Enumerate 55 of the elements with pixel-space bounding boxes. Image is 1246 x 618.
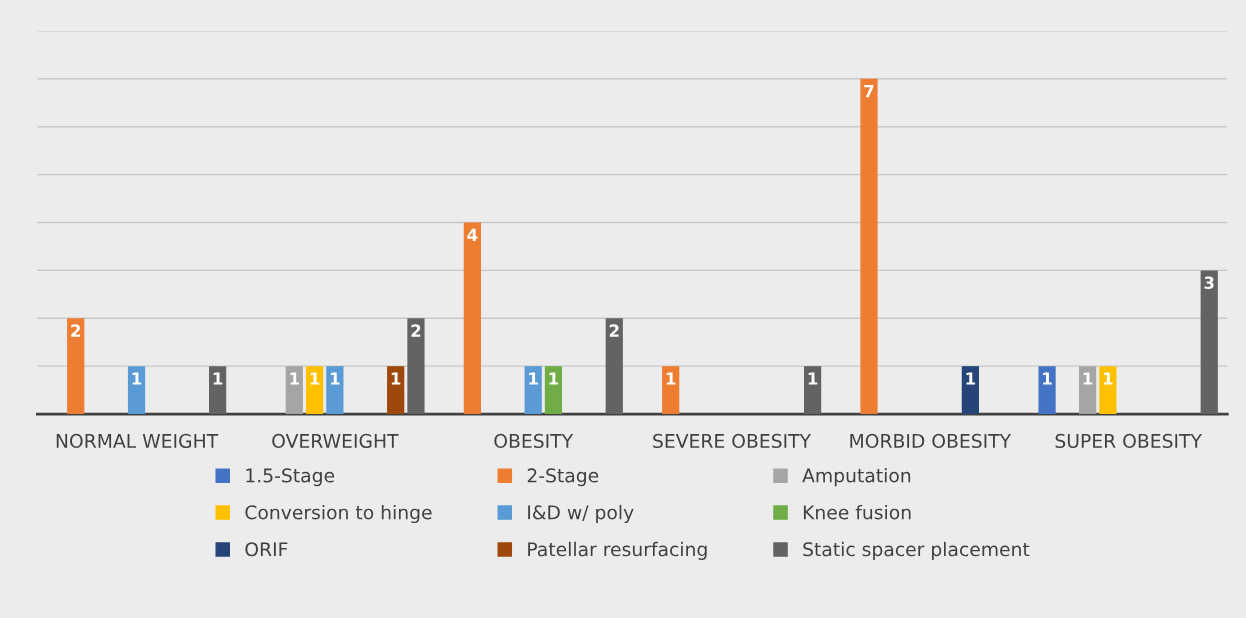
data-label: 1 <box>290 372 299 385</box>
bar <box>803 366 822 415</box>
data-label: 1 <box>213 372 223 385</box>
x-tick-label: SUPER OBESITY <box>1055 433 1202 449</box>
x-tick-label: SEVERE OBESITY <box>653 433 812 449</box>
data-label: 1 <box>808 372 818 385</box>
bar <box>1200 270 1218 415</box>
bar <box>544 366 563 415</box>
bar <box>1038 366 1056 415</box>
data-label: 1 <box>1103 372 1113 385</box>
bar <box>463 222 481 415</box>
bar <box>285 366 303 415</box>
bar <box>1099 366 1117 415</box>
x-tick-label: OVERWEIGHT <box>272 433 399 449</box>
x-tick-label: OBESITY <box>494 433 574 449</box>
bar <box>326 366 344 415</box>
legend-label: Amputation <box>802 468 911 487</box>
data-label: 1 <box>549 372 559 385</box>
x-tick-label: MORBID OBESITY <box>850 433 1012 449</box>
bar <box>662 366 680 415</box>
data-label: 7 <box>864 85 874 98</box>
bar <box>1078 366 1097 415</box>
data-label: 2 <box>411 324 421 337</box>
bar <box>407 318 425 415</box>
bar <box>305 366 324 415</box>
legend-label: 2-Stage <box>527 468 599 487</box>
legend-label: Knee fusion <box>803 504 911 520</box>
bar <box>127 366 146 415</box>
data-label: 2 <box>609 324 619 337</box>
data-label: 3 <box>1204 276 1214 290</box>
bar <box>67 318 85 415</box>
data-label: 1 <box>666 372 676 385</box>
legend-label: ORIF <box>245 542 288 557</box>
bar <box>524 366 542 415</box>
data-label: 1 <box>330 372 340 385</box>
data-label: 1 <box>1083 372 1093 385</box>
data-label: 1 <box>310 372 320 385</box>
data-label: 1 <box>966 372 976 385</box>
data-label: 1 <box>529 372 538 385</box>
x-tick-label: NORMAL WEIGHT <box>56 433 219 449</box>
legend-label: Patellar resurfacing <box>528 541 707 560</box>
bar <box>961 366 979 415</box>
legend-label: Conversion to hinge <box>245 504 432 524</box>
legend-label: Static spacer placement <box>803 541 1030 560</box>
data-label: 2 <box>71 324 81 337</box>
legend-label: 1.5-Stage <box>246 468 335 487</box>
bar <box>387 366 405 415</box>
data-label: 4 <box>467 228 478 241</box>
data-label: 1 <box>391 372 401 385</box>
legend-label: I&D w/ poly <box>528 504 634 524</box>
bar <box>860 78 878 415</box>
bar <box>209 366 227 415</box>
data-label: 1 <box>132 372 142 385</box>
data-label: 1 <box>1043 372 1052 385</box>
bar <box>605 318 623 415</box>
